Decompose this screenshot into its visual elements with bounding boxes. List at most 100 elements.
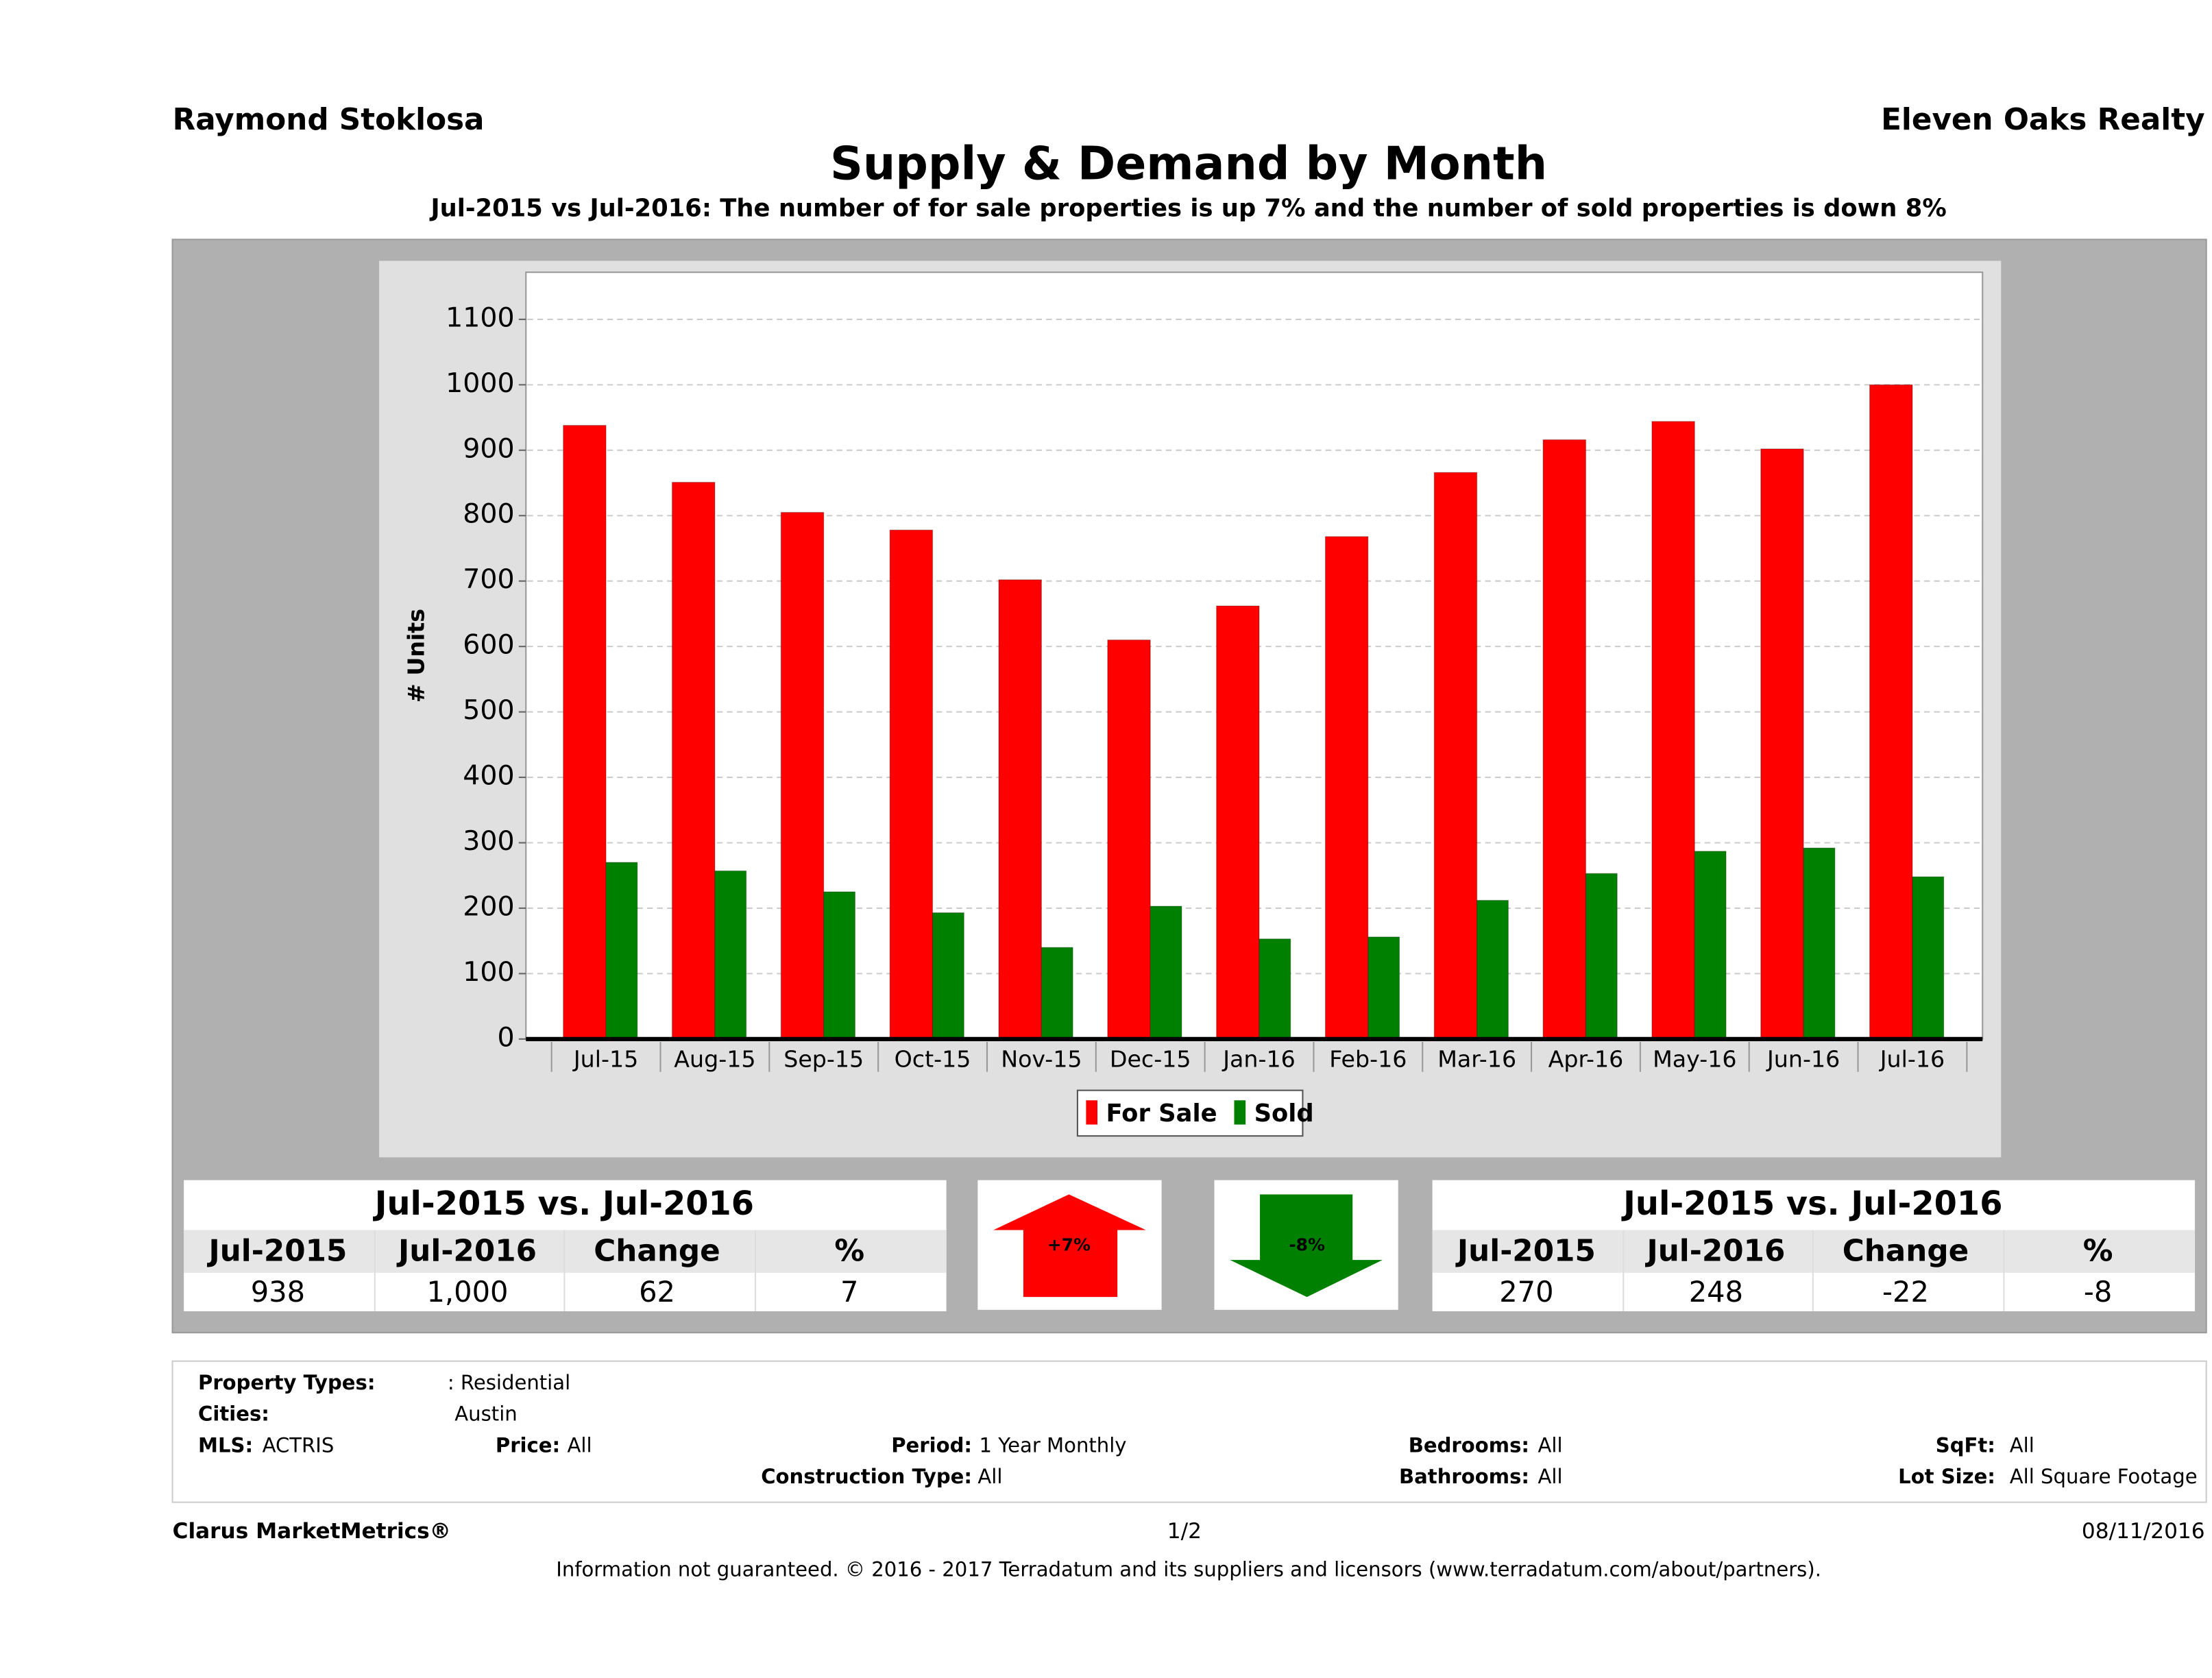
bar [1912, 876, 1945, 1040]
filter-label: Bathrooms: [1399, 1465, 1529, 1488]
y-axis-label: # Units [403, 609, 430, 703]
x-tick-label: Sep-15 [783, 1046, 864, 1073]
bar [1259, 938, 1291, 1040]
filter-label: Bedrooms: [1409, 1433, 1529, 1457]
x-tick-label: Jul-16 [1879, 1046, 1945, 1073]
y-tick-label: 400 [463, 760, 514, 792]
legend-swatch [1086, 1100, 1098, 1125]
summary-cell: 248 [1689, 1275, 1743, 1309]
filter-value: 1 Year Monthly [979, 1433, 1126, 1457]
summary-title: Jul-2015 vs. Jul-2016 [373, 1185, 754, 1223]
x-tick-label: Aug-15 [674, 1046, 755, 1073]
filter-value: : Residential [448, 1371, 570, 1394]
bar [563, 424, 607, 1040]
bar [1869, 384, 1913, 1040]
bar [889, 529, 934, 1040]
arrow-label: -8% [1289, 1235, 1325, 1254]
filter-label: Cities: [198, 1402, 269, 1426]
filter-label: Lot Size: [1898, 1465, 1995, 1488]
filter-value: All [568, 1433, 592, 1457]
filter-value: All [977, 1465, 1002, 1488]
summary-header: Jul-2015 [206, 1234, 347, 1269]
bar [1476, 899, 1509, 1040]
y-tick-label: 200 [463, 890, 514, 922]
y-tick-label: 800 [463, 498, 514, 530]
filter-label: Period: [891, 1433, 972, 1457]
legend-label: Sold [1254, 1099, 1314, 1128]
x-tick-label: May-16 [1653, 1046, 1736, 1073]
bar [714, 870, 747, 1040]
legend-swatch [1234, 1100, 1246, 1125]
bar [1107, 639, 1151, 1040]
y-tick-label: 900 [463, 433, 514, 464]
summary-header: Jul-2015 [1455, 1234, 1596, 1269]
y-tick-label: 1100 [446, 302, 515, 333]
y-tick-label: 1000 [446, 367, 515, 399]
bar [1760, 448, 1804, 1040]
y-tick-label: 300 [463, 825, 514, 857]
x-tick-label: Oct-15 [895, 1046, 971, 1073]
summary-cell: 1,000 [426, 1275, 508, 1309]
filter-value: Austin [454, 1402, 517, 1426]
summary-header: Change [594, 1234, 720, 1269]
x-tick-label: Nov-15 [1001, 1046, 1082, 1073]
filter-label: MLS: [198, 1433, 253, 1457]
summary-header-row [1432, 1230, 2196, 1273]
bar [671, 481, 716, 1040]
x-tick-label: Jun-16 [1766, 1046, 1840, 1073]
bar [1694, 851, 1727, 1040]
x-tick-label: Feb-16 [1329, 1046, 1407, 1073]
summary-header: Jul-2016 [396, 1234, 537, 1269]
chart-subtitle: Jul-2015 vs Jul-2016: The number of for … [429, 195, 1946, 223]
filter-value: All [1538, 1433, 1563, 1457]
footer-date: 08/11/2016 [2082, 1519, 2205, 1544]
filter-value: All Square Footage [2010, 1465, 2198, 1488]
legend [1076, 1089, 1304, 1137]
y-tick-label: 700 [463, 563, 514, 595]
legend-label: For Sale [1106, 1099, 1217, 1128]
up-arrow [993, 1194, 1146, 1298]
bar [932, 912, 964, 1040]
bar [1041, 947, 1073, 1040]
bar [1542, 439, 1587, 1040]
x-tick-label: Dec-15 [1110, 1046, 1191, 1073]
filter-value: All [2010, 1433, 2034, 1457]
bar [605, 862, 638, 1040]
bar [1433, 472, 1478, 1040]
filter-value: ACTRIS [263, 1433, 335, 1457]
footer-page: 1/2 [1167, 1519, 1202, 1544]
x-tick-label: Jul-15 [572, 1046, 638, 1073]
summary-header: % [834, 1234, 864, 1269]
summary-title: Jul-2015 vs. Jul-2016 [1621, 1185, 2002, 1223]
y-tick-label: 500 [463, 694, 514, 726]
x-tick-label: Apr-16 [1548, 1046, 1624, 1073]
bar [780, 511, 825, 1040]
y-tick-label: 600 [463, 629, 514, 661]
bar [1803, 847, 1836, 1040]
x-tick-label: Mar-16 [1437, 1046, 1516, 1073]
summary-header: Jul-2016 [1644, 1234, 1785, 1269]
footer-disclaimer: Information not guaranteed. © 2016 - 201… [556, 1557, 1821, 1581]
bar [1324, 536, 1369, 1040]
bar [1585, 873, 1618, 1040]
bar [1368, 936, 1400, 1040]
bar [1651, 421, 1695, 1040]
summary-cell: 7 [840, 1275, 858, 1309]
summary-header: Change [1843, 1234, 1969, 1269]
down-arrow [1230, 1194, 1383, 1298]
company-name: Eleven Oaks Realty [1881, 102, 2205, 137]
footer-brand: Clarus MarketMetrics® [173, 1519, 451, 1544]
summary-cell: 62 [639, 1275, 675, 1309]
bar [1216, 605, 1260, 1040]
bar [1150, 905, 1182, 1040]
y-tick-label: 100 [463, 956, 514, 988]
filter-label: Price: [496, 1433, 560, 1457]
summary-cell: 938 [251, 1275, 305, 1309]
summary-header: % [2083, 1234, 2113, 1269]
bar [823, 891, 856, 1040]
filter-label: Construction Type: [761, 1465, 972, 1488]
x-tick-label: Jan-16 [1222, 1046, 1296, 1073]
agent-name: Raymond Stoklosa [173, 102, 485, 137]
